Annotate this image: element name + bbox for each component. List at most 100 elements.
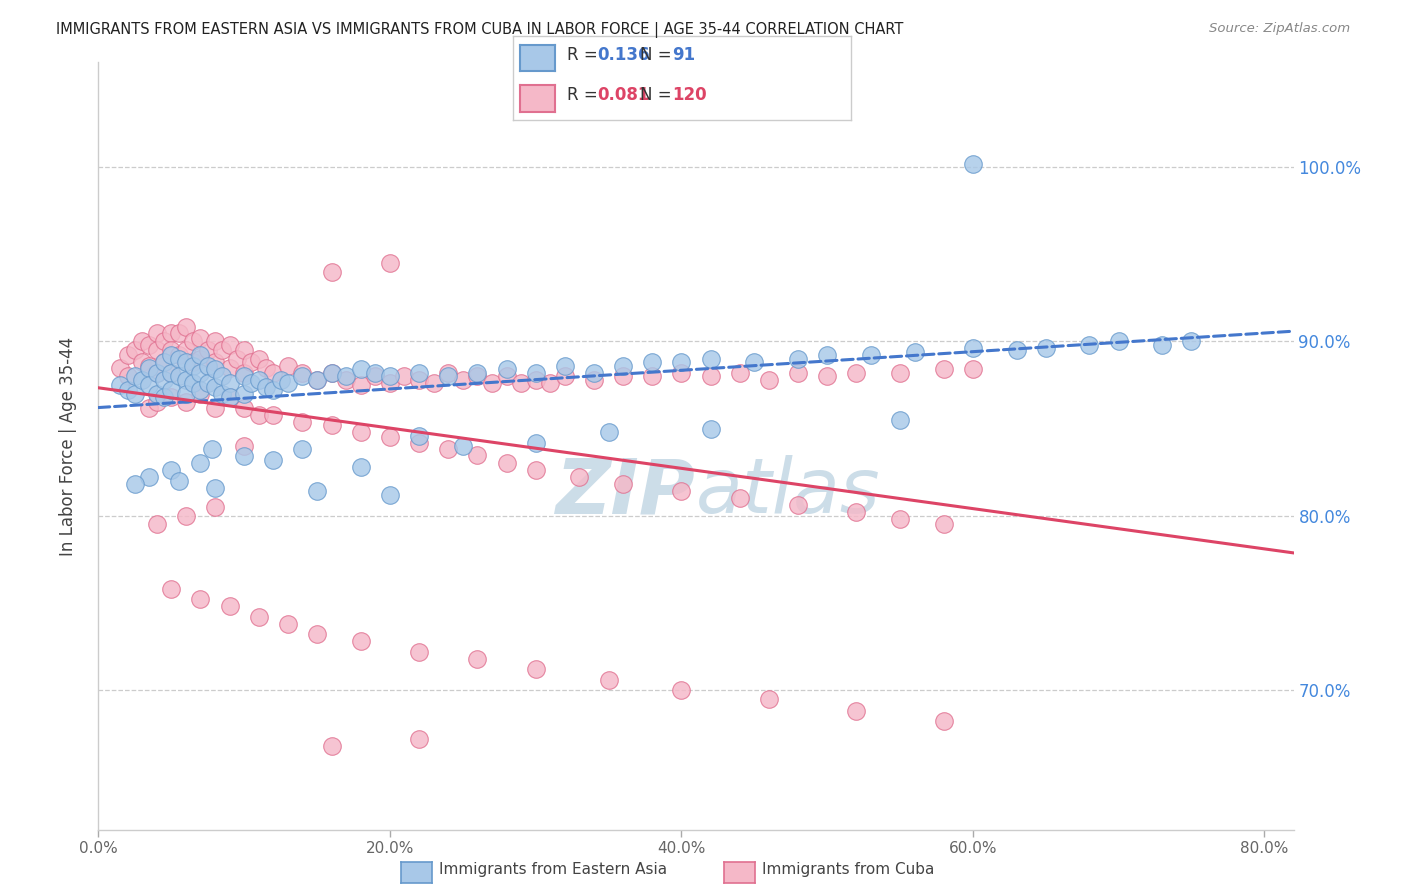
Point: [378, 430, 401, 444]
Point: [408, 366, 430, 380]
Point: [758, 373, 780, 387]
Point: [408, 731, 430, 746]
Point: [305, 484, 328, 499]
Point: [153, 355, 176, 369]
Point: [524, 463, 547, 477]
Point: [787, 351, 810, 366]
Text: N =: N =: [640, 46, 676, 64]
Point: [378, 369, 401, 384]
Point: [174, 320, 197, 334]
Point: [305, 373, 328, 387]
Point: [671, 366, 693, 380]
Point: [598, 425, 620, 439]
Point: [174, 395, 197, 409]
Point: [110, 360, 132, 375]
Point: [174, 355, 197, 369]
Point: [291, 442, 314, 457]
Point: [174, 386, 197, 401]
Point: [889, 366, 911, 380]
Point: [554, 369, 576, 384]
Point: [903, 344, 925, 359]
Point: [321, 366, 343, 380]
Point: [174, 508, 197, 523]
Point: [1180, 334, 1202, 349]
Point: [204, 401, 226, 415]
Point: [145, 517, 167, 532]
Point: [138, 401, 160, 415]
Point: [160, 326, 183, 340]
Point: [277, 616, 299, 631]
Point: [481, 376, 503, 391]
Point: [612, 477, 634, 491]
Point: [889, 512, 911, 526]
Point: [117, 369, 139, 384]
Point: [117, 383, 139, 397]
Point: [204, 362, 226, 376]
Point: [321, 418, 343, 433]
Point: [145, 343, 167, 358]
Point: [335, 369, 357, 384]
Point: [962, 342, 984, 356]
Point: [190, 348, 212, 362]
Point: [131, 373, 153, 387]
Point: [394, 369, 416, 384]
Point: [582, 366, 605, 380]
Point: [859, 348, 882, 362]
Point: [932, 517, 955, 532]
Point: [254, 380, 277, 394]
Point: [181, 359, 204, 373]
Point: [145, 386, 167, 401]
Point: [181, 334, 204, 349]
Point: [962, 362, 984, 376]
Point: [204, 334, 226, 349]
Point: [145, 395, 167, 409]
Point: [350, 425, 373, 439]
Point: [1005, 343, 1028, 358]
Point: [138, 378, 160, 392]
Point: [598, 673, 620, 687]
Point: [671, 484, 693, 499]
Point: [350, 362, 373, 376]
Point: [467, 369, 489, 384]
Point: [204, 380, 226, 394]
Point: [190, 386, 212, 401]
Point: [815, 369, 838, 384]
Point: [270, 373, 292, 387]
Point: [1035, 342, 1057, 356]
Point: [160, 383, 183, 397]
Point: [247, 408, 270, 422]
Point: [254, 360, 277, 375]
Point: [350, 634, 373, 648]
Point: [845, 704, 868, 718]
Y-axis label: In Labor Force | Age 35-44: In Labor Force | Age 35-44: [59, 336, 77, 556]
Point: [174, 343, 197, 358]
Point: [364, 369, 387, 384]
Point: [160, 343, 183, 358]
Point: [211, 369, 233, 384]
Point: [554, 359, 576, 373]
Point: [422, 376, 444, 391]
Point: [218, 599, 240, 614]
Text: IMMIGRANTS FROM EASTERN ASIA VS IMMIGRANTS FROM CUBA IN LABOR FORCE | AGE 35-44 : IMMIGRANTS FROM EASTERN ASIA VS IMMIGRAN…: [56, 22, 904, 38]
Point: [145, 326, 167, 340]
Text: 120: 120: [672, 87, 707, 104]
Point: [167, 351, 190, 366]
Point: [962, 156, 984, 170]
Point: [524, 366, 547, 380]
Point: [671, 683, 693, 698]
Point: [167, 474, 190, 488]
Point: [787, 498, 810, 512]
Point: [167, 369, 190, 384]
Point: [291, 415, 314, 429]
Point: [197, 343, 219, 358]
Point: [181, 355, 204, 369]
Point: [190, 592, 212, 607]
Point: [699, 421, 721, 435]
Point: [167, 326, 190, 340]
Point: [218, 376, 240, 391]
Point: [612, 369, 634, 384]
Point: [1108, 334, 1130, 349]
Point: [699, 369, 721, 384]
Point: [201, 442, 224, 457]
Point: [117, 348, 139, 362]
